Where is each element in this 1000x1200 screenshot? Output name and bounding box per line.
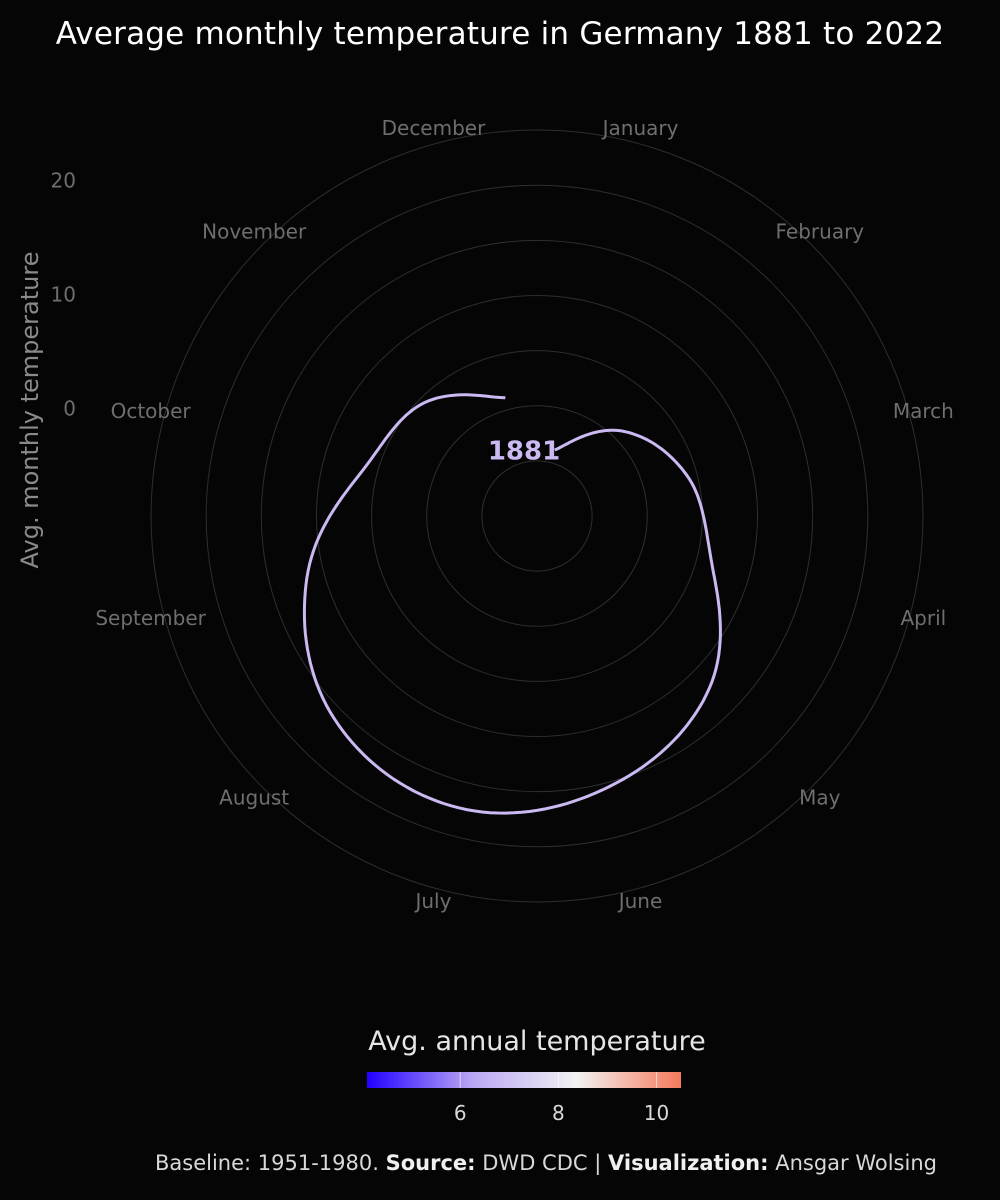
month-label-september: September — [95, 606, 206, 630]
grid-circle — [315, 294, 759, 738]
month-label-march: March — [893, 399, 954, 423]
grid-circle — [205, 184, 869, 848]
legend-color-bar — [367, 1072, 681, 1088]
caption-separator: | — [594, 1151, 602, 1175]
caption: Baseline: 1951-1980. Source: DWD CDC | V… — [155, 1151, 937, 1175]
caption-source-label: Source: — [385, 1151, 476, 1175]
month-label-may: May — [799, 785, 841, 809]
month-label-november: November — [202, 220, 307, 244]
year-label: 1881 — [488, 437, 560, 467]
month-label-october: October — [111, 399, 192, 423]
legend-title: Avg. annual temperature — [368, 1026, 706, 1057]
radial-tick-label: 20 — [51, 169, 76, 193]
month-label-june: June — [617, 889, 663, 913]
chart-title: Average monthly temperature in Germany 1… — [55, 16, 945, 52]
month-label-august: August — [219, 785, 289, 809]
radial-tick-label: 10 — [51, 283, 76, 307]
grid-circle — [371, 350, 703, 682]
grid-circle — [481, 460, 593, 572]
caption-baseline: Baseline: 1951-1980. — [155, 1151, 379, 1175]
month-label-december: December — [382, 116, 486, 140]
caption-source-value: DWD CDC — [482, 1151, 588, 1175]
grid-circle — [260, 239, 814, 793]
series-layer: 1881 — [302, 393, 722, 815]
polar-plot: January February March April May June July Augu… — [51, 116, 954, 913]
radial-tick-label: 0 — [63, 397, 76, 421]
grid-layer — [150, 129, 924, 903]
grid-circle — [150, 129, 924, 903]
legend-tick-label: 8 — [551, 1101, 565, 1125]
month-label-july: July — [413, 889, 451, 913]
legend-tick-label: 6 — [453, 1101, 467, 1125]
caption-viz-label: Visualization: — [608, 1151, 769, 1175]
month-label-april: April — [901, 606, 947, 630]
month-labels: January February March April May June July Augu… — [95, 116, 953, 913]
month-label-february: February — [776, 220, 865, 244]
radial-tick-labels: 0 10 20 — [51, 169, 76, 421]
caption-viz-value: Ansgar Wolsing — [775, 1151, 937, 1175]
month-label-january: January — [601, 116, 679, 140]
series-line-1881 — [302, 393, 722, 815]
grid-circle — [426, 405, 648, 627]
legend-tick-label: 10 — [643, 1101, 670, 1125]
